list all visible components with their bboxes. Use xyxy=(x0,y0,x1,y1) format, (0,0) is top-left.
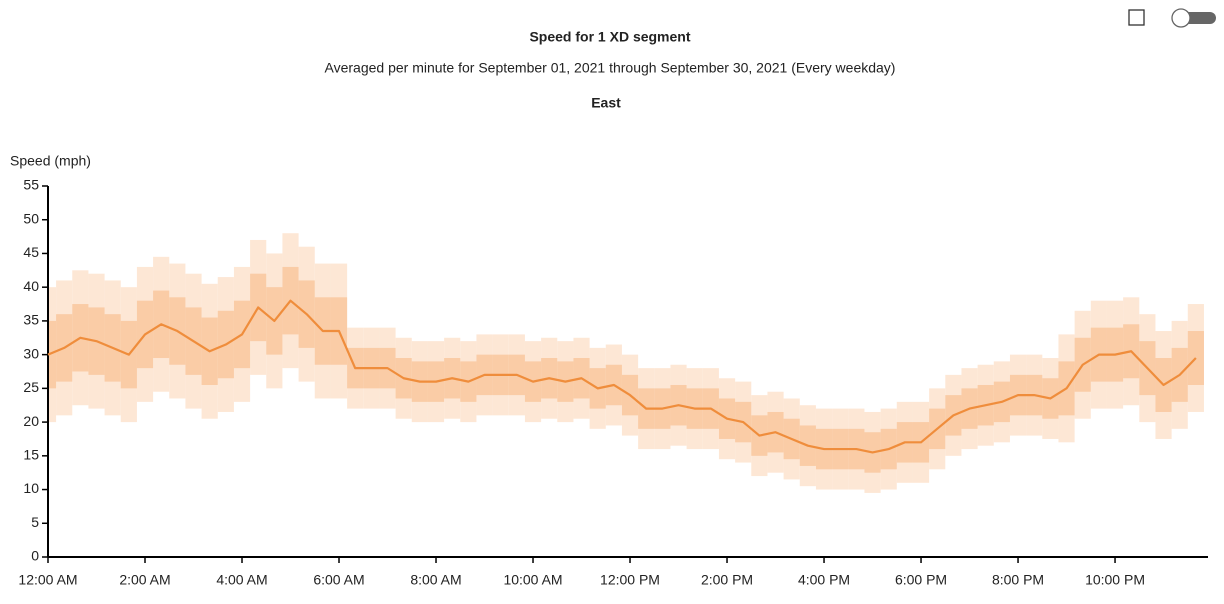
bands xyxy=(48,233,1204,493)
y-tick-label: 45 xyxy=(23,244,39,260)
band-segment xyxy=(48,320,57,389)
y-tick-label: 10 xyxy=(23,480,39,496)
y-tick-label: 0 xyxy=(31,548,39,564)
x-tick-label: 2:00 PM xyxy=(701,572,753,588)
y-tick-label: 40 xyxy=(23,278,39,294)
fullscreen-checkbox[interactable] xyxy=(1128,9,1145,26)
speed-line xyxy=(47,299,1197,454)
y-tick-label: 35 xyxy=(23,312,39,328)
x-tick-label: 10:00 PM xyxy=(1085,572,1145,588)
y-axis-label: Speed (mph) xyxy=(10,153,91,169)
chart-subtitle: Averaged per minute for September 01, 20… xyxy=(325,60,896,76)
chart-title: Speed for 1 XD segment xyxy=(529,29,690,45)
x-tick-label: 4:00 PM xyxy=(798,572,850,588)
y-tick-label: 55 xyxy=(23,177,39,193)
toggle-knob[interactable] xyxy=(1171,8,1191,28)
x-tick-label: 6:00 PM xyxy=(895,572,947,588)
y-tick-label: 30 xyxy=(23,345,39,361)
y-tick-label: 15 xyxy=(23,447,39,463)
toggle[interactable] xyxy=(1171,8,1216,28)
x-tick-label: 2:00 AM xyxy=(119,572,170,588)
y-tick-label: 25 xyxy=(23,379,39,395)
x-tick-label: 8:00 AM xyxy=(410,572,461,588)
y-tick-label: 20 xyxy=(23,413,39,429)
x-tick-label: 12:00 PM xyxy=(600,572,660,588)
x-tick-label: 10:00 AM xyxy=(503,572,562,588)
x-tick-label: 4:00 AM xyxy=(216,572,267,588)
x-tick-label: 12:00 AM xyxy=(18,572,77,588)
y-tick-label: 50 xyxy=(23,210,39,226)
x-tick-label: 8:00 PM xyxy=(992,572,1044,588)
direction-label: East xyxy=(591,95,621,111)
y-tick-label: 5 xyxy=(31,514,39,530)
x-tick-label: 6:00 AM xyxy=(313,572,364,588)
